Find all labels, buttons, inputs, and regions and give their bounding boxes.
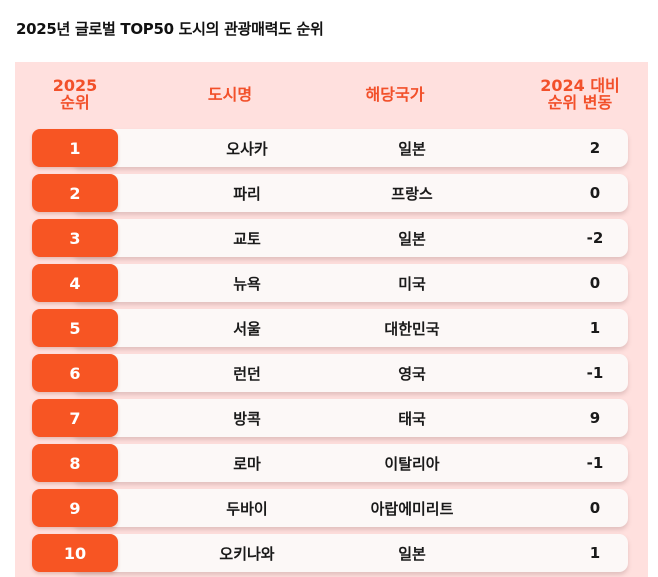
page-title: 2025년 글로벌 TOP50 도시의 관광매력도 순위 — [16, 20, 324, 38]
city-name: 로마 — [233, 454, 261, 473]
header-change-line1: 2024 대비 — [540, 76, 620, 95]
country-name: 미국 — [398, 274, 426, 293]
rank-change: 0 — [589, 274, 601, 292]
header-rank-year: 2025 — [52, 76, 98, 95]
header-country: 해당국가 — [365, 84, 425, 104]
row-card — [72, 444, 628, 482]
header-rank-label: 순위 — [60, 93, 90, 112]
city-name: 뉴욕 — [233, 274, 261, 293]
rank-change: 9 — [589, 409, 601, 427]
rank-change: -1 — [586, 364, 604, 382]
rank-badge: 8 — [32, 444, 118, 482]
row-card — [72, 534, 628, 572]
table-row: 1 오사카 일본 2 — [32, 129, 628, 167]
row-card — [72, 264, 628, 302]
rank-badge: 1 — [32, 129, 118, 167]
table-row: 7 방콕 태국 9 — [32, 399, 628, 437]
row-card — [72, 489, 628, 527]
header-city: 도시명 — [207, 84, 253, 104]
rank-badge: 9 — [32, 489, 118, 527]
rank-change: 0 — [589, 184, 601, 202]
table-header: 2025 순위 도시명 해당국가 2024 대비 순위 변동 — [15, 62, 648, 126]
city-name: 교토 — [233, 229, 261, 248]
rank-badge: 7 — [32, 399, 118, 437]
rank-badge: 6 — [32, 354, 118, 392]
rank-badge: 3 — [32, 219, 118, 257]
rank-change: 0 — [589, 499, 601, 517]
country-name: 일본 — [398, 229, 426, 248]
city-name: 서울 — [233, 319, 261, 338]
city-name: 오키나와 — [219, 544, 275, 563]
row-card — [72, 219, 628, 257]
country-name: 아랍에미리트 — [370, 499, 454, 518]
country-name: 일본 — [398, 139, 426, 158]
rank-change: 2 — [589, 139, 601, 157]
table-row: 10 오키나와 일본 1 — [32, 534, 628, 572]
country-name: 프랑스 — [391, 184, 433, 203]
city-name: 런던 — [233, 364, 261, 383]
row-card — [72, 309, 628, 347]
header-rank: 2025 순위 — [32, 62, 118, 126]
rank-badge: 4 — [32, 264, 118, 302]
ranking-table: 2025 순위 도시명 해당국가 2024 대비 순위 변동 1 오사카 일본 … — [15, 62, 648, 577]
rank-change: 1 — [589, 544, 601, 562]
country-name: 영국 — [398, 364, 426, 383]
rank-change: 1 — [589, 319, 601, 337]
country-name: 이탈리아 — [384, 454, 440, 473]
table-row: 3 교토 일본 -2 — [32, 219, 628, 257]
rank-change: -1 — [586, 454, 604, 472]
city-name: 파리 — [233, 184, 261, 203]
rank-change: -2 — [586, 229, 604, 247]
row-card — [72, 174, 628, 212]
header-change-line2: 순위 변동 — [547, 93, 613, 112]
table-row: 8 로마 이탈리아 -1 — [32, 444, 628, 482]
row-card — [72, 399, 628, 437]
row-card — [72, 354, 628, 392]
table-row: 4 뉴욕 미국 0 — [32, 264, 628, 302]
table-row: 5 서울 대한민국 1 — [32, 309, 628, 347]
table-row: 6 런던 영국 -1 — [32, 354, 628, 392]
country-name: 태국 — [398, 409, 426, 428]
country-name: 일본 — [398, 544, 426, 563]
rank-badge: 2 — [32, 174, 118, 212]
header-change: 2024 대비 순위 변동 — [515, 62, 645, 126]
row-card — [72, 129, 628, 167]
rank-badge: 10 — [32, 534, 118, 572]
rank-badge: 5 — [32, 309, 118, 347]
country-name: 대한민국 — [384, 319, 440, 338]
table-row: 2 파리 프랑스 0 — [32, 174, 628, 212]
city-name: 방콕 — [233, 409, 261, 428]
table-row: 9 두바이 아랍에미리트 0 — [32, 489, 628, 527]
city-name: 두바이 — [226, 499, 268, 518]
city-name: 오사카 — [226, 139, 268, 158]
